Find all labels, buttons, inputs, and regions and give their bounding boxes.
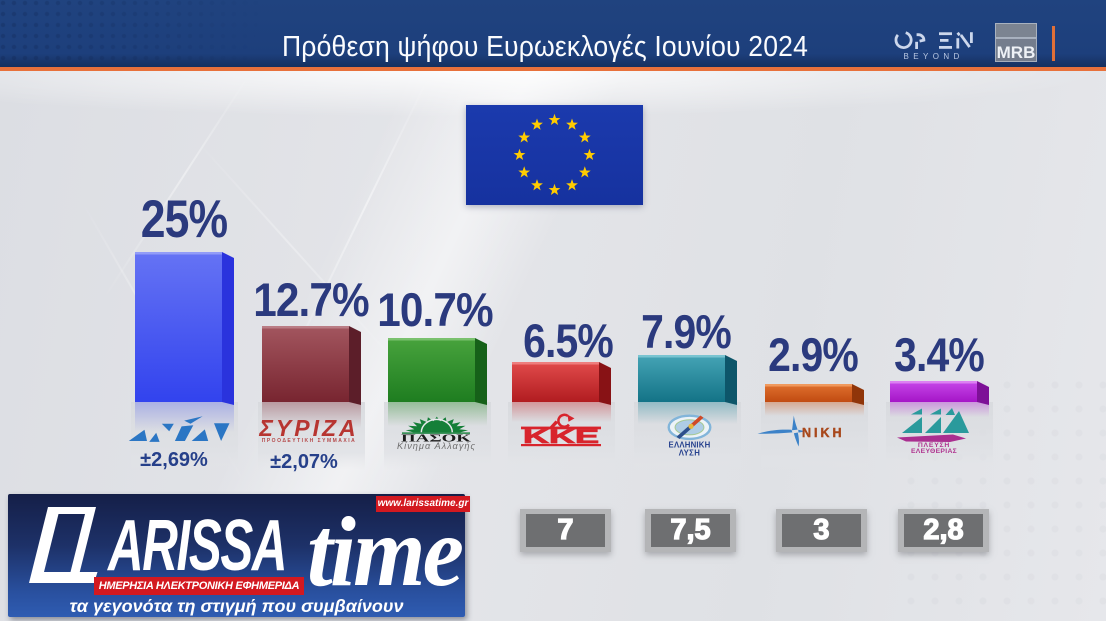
svg-text:ΠΑΣΟΚ: ΠΑΣΟΚ [401,433,472,445]
svg-text:ΕΛΕΥΘΕΡΙΑΣ: ΕΛΕΥΘΕΡΙΑΣ [911,448,957,455]
svg-text:ΕΛΛΗΝΙΚΗ: ΕΛΛΗΝΙΚΗ [669,441,711,450]
svg-text:ΠΛΕΥΣΗ: ΠΛΕΥΣΗ [918,442,950,449]
svg-text:BEYOND: BEYOND [904,52,964,61]
svg-text:Κίνημα Αλλαγής: Κίνημα Αλλαγής [397,441,476,451]
svg-text:ΝΙΚΗ: ΝΙΚΗ [802,426,845,440]
svg-text:ΚΚΕ: ΚΚΕ [523,426,599,448]
svg-text:ΛΥΣΗ: ΛΥΣΗ [679,448,701,456]
